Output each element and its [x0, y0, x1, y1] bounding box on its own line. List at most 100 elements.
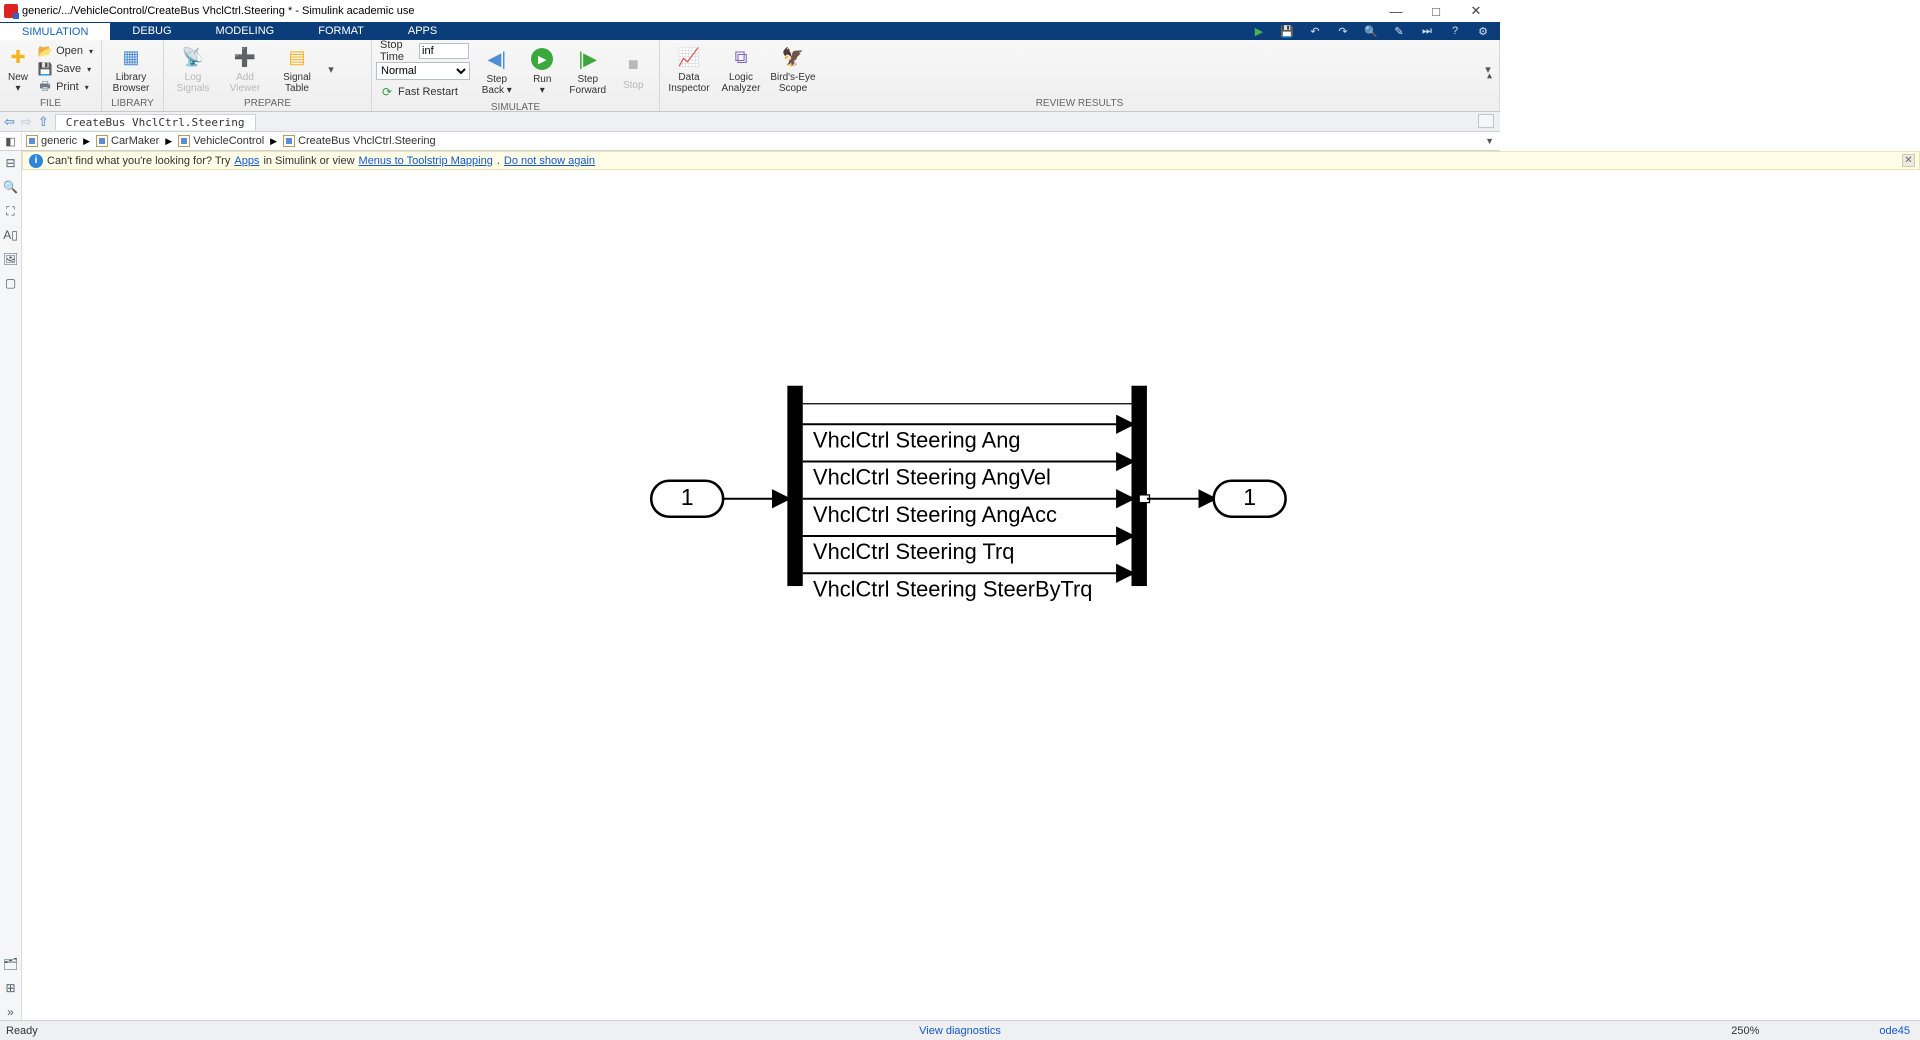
nav-forward-button[interactable]: ⇨ [21, 114, 32, 130]
ribbon-collapse-button[interactable]: ▴ [1487, 70, 1492, 81]
group-library-label: LIBRARY [102, 98, 163, 111]
zoom-icon[interactable]: 🔍 [3, 179, 19, 195]
tab-apps[interactable]: APPS [386, 22, 459, 40]
signal-table-label: Signal Table [283, 72, 311, 94]
library-label: Library Browser [113, 72, 150, 94]
overview-icon[interactable]: ⊞ [3, 980, 19, 996]
print-button[interactable]: 🖶Print ▾ [34, 79, 97, 96]
tab-modeling[interactable]: MODELING [194, 22, 297, 40]
simulink-icon [4, 4, 18, 18]
banner-link-mapping[interactable]: Menus to Toolstrip Mapping [359, 155, 493, 167]
search-icon[interactable]: 🔍 [1364, 24, 1378, 38]
run-button[interactable]: ▶ Run▾ [521, 44, 565, 98]
tab-simulation[interactable]: SIMULATION [0, 22, 110, 40]
breadcrumb-bar: ◧ generic ▶ CarMaker ▶ VehicleControl ▶ … [0, 132, 1500, 151]
banner-link-apps[interactable]: Apps [234, 155, 259, 167]
stop-time-label: Stop Time [380, 39, 415, 63]
more-icon[interactable]: » [3, 1004, 19, 1020]
fit-icon[interactable]: ⛶ [3, 203, 19, 219]
crumb-dropdown[interactable]: ▼ [1485, 136, 1494, 146]
crumb-sep: ▶ [268, 136, 279, 147]
annotation-icon[interactable]: A▯ [3, 227, 19, 243]
demux-block[interactable] [787, 386, 802, 586]
canvas-area[interactable]: i Can't find what you're looking for? Tr… [22, 151, 1920, 1020]
signal-label[interactable]: VhclCtrl Steering Ang [813, 427, 1020, 452]
crumb-generic[interactable]: generic [22, 135, 81, 147]
help-icon[interactable]: ? [1448, 24, 1462, 38]
nav-up-button[interactable]: ⇧ [38, 114, 49, 130]
image-icon[interactable]: 🖼 [3, 251, 19, 267]
highlight-icon[interactable]: ✎ [1392, 24, 1406, 38]
review-dropdown[interactable]: ▾ [1481, 42, 1495, 96]
save-icon: 💾 [38, 62, 52, 76]
new-label: New [8, 72, 28, 83]
title-bar: generic/.../VehicleControl/CreateBus Vhc… [0, 0, 1500, 22]
logic-analyzer-icon: ⧉ [728, 44, 754, 70]
minimize-button[interactable]: — [1376, 4, 1416, 19]
fast-restart-button[interactable]: ⟳Fast Restart [376, 83, 473, 100]
outport-block[interactable]: 1 [1214, 481, 1286, 517]
signal-label[interactable]: VhclCtrl Steering Trq [813, 539, 1014, 564]
tab-format[interactable]: FORMAT [296, 22, 386, 40]
maximize-button[interactable]: □ [1416, 4, 1456, 19]
explorer-bar: ⇦ ⇨ ⇧ CreateBus VhclCtrl.Steering [0, 112, 1500, 132]
crumb-carmaker[interactable]: CarMaker [92, 135, 163, 147]
birds-eye-button[interactable]: 🦅 Bird's-Eye Scope [768, 42, 818, 96]
solver-link[interactable]: ode45 [1879, 1025, 1910, 1037]
data-inspector-button[interactable]: 📈 Data Inspector [664, 42, 714, 96]
gear-icon[interactable]: ⚙ [1476, 24, 1490, 38]
tab-debug[interactable]: DEBUG [110, 22, 193, 40]
crumb-createbus[interactable]: CreateBus VhclCtrl.Steering [279, 135, 440, 147]
signal-label[interactable]: VhclCtrl Steering AngAcc [813, 502, 1057, 527]
signal-label[interactable]: VhclCtrl Steering SteerByTrq [813, 576, 1092, 601]
stop-button[interactable]: ■ Stop [612, 44, 656, 98]
new-button[interactable]: ✚ New▾ [4, 42, 32, 96]
nav-back-button[interactable]: ⇦ [4, 114, 15, 130]
area-icon[interactable]: ▢ [3, 275, 19, 291]
group-prepare: 📡 Log Signals ➕ Add Viewer ▤ Signal Tabl… [164, 40, 372, 111]
crumb-carmaker-label: CarMaker [111, 135, 159, 147]
banner-close-button[interactable]: ✕ [1902, 154, 1915, 167]
data-inspector-icon: 📈 [676, 44, 702, 70]
view-diagnostics-link[interactable]: View diagnostics [919, 1025, 1001, 1037]
sim-mode-select[interactable]: Normal [376, 62, 470, 80]
viewmarks-icon[interactable]: 🗂 [3, 956, 19, 972]
run-label: Run [533, 74, 551, 85]
library-icon: ▦ [118, 44, 144, 70]
signal-label[interactable]: VhclCtrl Steering AngVel [813, 465, 1051, 490]
forward-icon[interactable]: ⏭ [1420, 24, 1434, 38]
bus-creator-block[interactable] [1132, 386, 1147, 586]
crumb-vehiclecontrol[interactable]: VehicleControl [174, 135, 268, 147]
signal-table-button[interactable]: ▤ Signal Table [272, 42, 322, 96]
inport-block[interactable]: 1 [651, 481, 723, 517]
prepare-dropdown[interactable]: ▾ [324, 42, 338, 96]
logic-analyzer-button[interactable]: ⧉ Logic Analyzer [716, 42, 766, 96]
add-viewer-label: Add Viewer [230, 72, 260, 94]
document-tab[interactable]: CreateBus VhclCtrl.Steering [55, 114, 256, 130]
signal-table-icon: ▤ [284, 44, 310, 70]
zoom-level[interactable]: 250% [1731, 1025, 1759, 1037]
ribbon: ✚ New▾ 📂Open ▾ 💾Save ▾ 🖶Print ▾ FILE ▦ L… [0, 40, 1500, 112]
save-icon[interactable]: 💾 [1280, 24, 1294, 38]
library-browser-button[interactable]: ▦ Library Browser [106, 42, 156, 96]
log-signals-button[interactable]: 📡 Log Signals [168, 42, 218, 96]
save-button[interactable]: 💾Save ▾ [34, 61, 97, 78]
model-browser-toggle[interactable]: ◧ [0, 132, 22, 150]
step-back-label: Step Back [482, 74, 507, 96]
close-button[interactable]: ✕ [1456, 3, 1496, 19]
crumb-generic-label: generic [41, 135, 77, 147]
hide-browser-icon[interactable]: ⊟ [3, 155, 19, 171]
step-forward-button[interactable]: |▶ Step Forward [566, 44, 610, 98]
crumb-sep: ▶ [81, 136, 92, 147]
simulink-canvas[interactable]: 1 VhclCtrl Steering Ang VhclCtrl Stee [22, 170, 1920, 971]
redo-icon[interactable]: ↷ [1336, 24, 1350, 38]
add-viewer-button[interactable]: ➕ Add Viewer [220, 42, 270, 96]
banner-link-dismiss[interactable]: Do not show again [504, 155, 595, 167]
open-button[interactable]: 📂Open ▾ [34, 43, 97, 60]
window-title: generic/.../VehicleControl/CreateBus Vhc… [22, 5, 1376, 17]
tab-overflow-button[interactable] [1478, 114, 1494, 128]
stop-time-input[interactable] [419, 43, 469, 59]
run-icon[interactable]: ▶ [1252, 24, 1266, 38]
step-back-button[interactable]: ◀| Step Back ▾ [475, 44, 519, 98]
undo-icon[interactable]: ↶ [1308, 24, 1322, 38]
